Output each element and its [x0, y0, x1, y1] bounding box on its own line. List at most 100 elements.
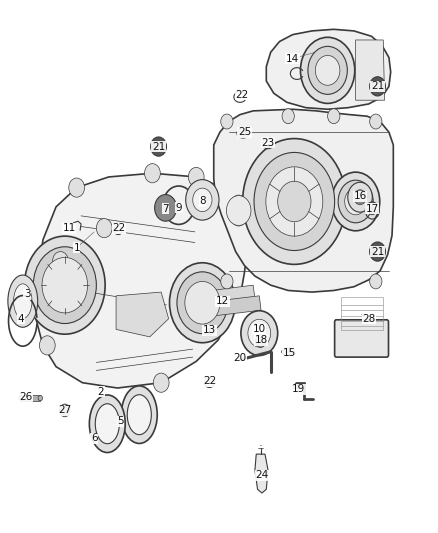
Circle shape — [332, 172, 380, 231]
Text: 26: 26 — [19, 392, 32, 402]
Circle shape — [369, 206, 376, 215]
Ellipse shape — [38, 395, 42, 401]
Circle shape — [266, 167, 323, 236]
Ellipse shape — [8, 275, 38, 327]
Text: 14: 14 — [286, 54, 299, 63]
Polygon shape — [266, 29, 391, 109]
Ellipse shape — [205, 328, 214, 335]
Ellipse shape — [95, 404, 119, 443]
Circle shape — [315, 55, 340, 85]
Circle shape — [255, 335, 266, 348]
Circle shape — [155, 195, 177, 221]
Text: 18: 18 — [254, 335, 268, 345]
Circle shape — [185, 281, 220, 324]
Circle shape — [370, 77, 385, 96]
Ellipse shape — [121, 386, 157, 443]
Text: 27: 27 — [58, 406, 71, 415]
Circle shape — [370, 274, 382, 289]
Text: 20: 20 — [233, 353, 247, 363]
Text: 9: 9 — [175, 203, 182, 213]
Circle shape — [221, 114, 233, 129]
Circle shape — [345, 188, 367, 215]
Text: 25: 25 — [238, 127, 251, 137]
Circle shape — [69, 178, 85, 197]
Circle shape — [226, 196, 251, 225]
Circle shape — [177, 272, 228, 334]
Text: 22: 22 — [235, 90, 248, 100]
Circle shape — [282, 109, 294, 124]
Circle shape — [254, 152, 335, 251]
Text: 7: 7 — [162, 204, 169, 214]
Circle shape — [193, 188, 212, 212]
Ellipse shape — [293, 384, 301, 389]
Circle shape — [188, 167, 204, 187]
Circle shape — [33, 247, 96, 324]
Text: 3: 3 — [24, 289, 31, 299]
Text: 19: 19 — [292, 384, 305, 394]
Text: 10: 10 — [253, 325, 266, 334]
Circle shape — [248, 319, 271, 347]
Circle shape — [145, 164, 160, 183]
Polygon shape — [201, 296, 261, 317]
Circle shape — [373, 81, 382, 92]
Polygon shape — [116, 292, 169, 337]
Text: 22: 22 — [204, 376, 217, 386]
Circle shape — [243, 139, 346, 264]
Circle shape — [370, 114, 382, 129]
Polygon shape — [214, 109, 393, 292]
Ellipse shape — [239, 130, 247, 136]
Circle shape — [348, 182, 372, 212]
Circle shape — [278, 181, 311, 222]
Circle shape — [308, 46, 347, 94]
FancyBboxPatch shape — [335, 320, 389, 357]
Circle shape — [42, 257, 88, 313]
Text: 22: 22 — [113, 223, 126, 233]
Text: 4: 4 — [18, 314, 25, 324]
Text: 8: 8 — [199, 197, 206, 206]
Circle shape — [241, 311, 278, 356]
Text: 12: 12 — [216, 296, 229, 306]
Text: 5: 5 — [117, 416, 124, 426]
Text: 2: 2 — [97, 387, 104, 397]
Ellipse shape — [229, 195, 249, 226]
Circle shape — [154, 141, 163, 152]
Text: 21: 21 — [152, 142, 165, 151]
Circle shape — [300, 37, 355, 103]
Text: 11: 11 — [63, 223, 76, 233]
Circle shape — [153, 373, 169, 392]
Text: 6: 6 — [91, 433, 98, 443]
Circle shape — [151, 137, 166, 156]
Text: 15: 15 — [283, 348, 296, 358]
Polygon shape — [199, 285, 255, 305]
Circle shape — [53, 252, 68, 271]
Circle shape — [338, 180, 373, 223]
Circle shape — [60, 404, 70, 417]
Text: 28: 28 — [362, 314, 375, 324]
Text: 17: 17 — [366, 204, 379, 214]
Circle shape — [373, 246, 382, 257]
Polygon shape — [255, 454, 268, 493]
Circle shape — [328, 109, 340, 124]
Circle shape — [39, 336, 55, 355]
Circle shape — [370, 242, 385, 261]
Text: 23: 23 — [261, 138, 275, 148]
Circle shape — [221, 274, 233, 289]
Circle shape — [186, 180, 219, 220]
Text: 1: 1 — [73, 243, 80, 253]
Ellipse shape — [19, 395, 23, 401]
Circle shape — [96, 219, 112, 238]
Circle shape — [25, 236, 105, 334]
Ellipse shape — [14, 284, 32, 318]
Text: 21: 21 — [371, 247, 384, 256]
Text: 16: 16 — [353, 191, 367, 201]
Polygon shape — [356, 40, 385, 100]
Circle shape — [170, 263, 235, 343]
Polygon shape — [36, 173, 249, 388]
Circle shape — [354, 190, 366, 205]
Ellipse shape — [127, 394, 152, 435]
Ellipse shape — [282, 348, 295, 356]
Text: 13: 13 — [203, 326, 216, 335]
Text: 21: 21 — [371, 82, 384, 91]
Polygon shape — [21, 395, 40, 401]
Ellipse shape — [89, 395, 125, 453]
